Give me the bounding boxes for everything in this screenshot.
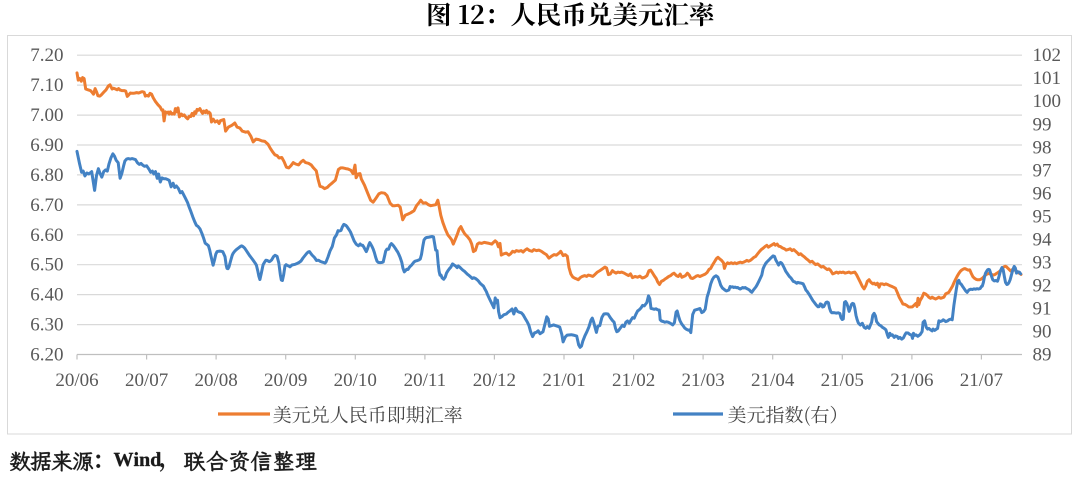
svg-text:89: 89 [1033, 345, 1052, 366]
svg-text:97: 97 [1033, 160, 1052, 181]
svg-text:21/05: 21/05 [821, 370, 864, 391]
svg-text:20/10: 20/10 [334, 370, 377, 391]
svg-text:21/02: 21/02 [612, 370, 655, 391]
svg-text:93: 93 [1033, 252, 1052, 273]
svg-text:20/06: 20/06 [55, 370, 98, 391]
svg-text:20/09: 20/09 [264, 370, 307, 391]
svg-text:102: 102 [1033, 45, 1062, 66]
svg-text:6.30: 6.30 [30, 315, 63, 336]
svg-text:6.80: 6.80 [30, 165, 63, 186]
svg-text:95: 95 [1033, 206, 1052, 227]
svg-text:94: 94 [1033, 229, 1053, 250]
svg-text:20/12: 20/12 [473, 370, 516, 391]
svg-text:101: 101 [1033, 68, 1062, 89]
svg-text:99: 99 [1033, 114, 1052, 135]
svg-text:90: 90 [1033, 322, 1052, 343]
svg-text:7.00: 7.00 [30, 105, 63, 126]
svg-text:92: 92 [1033, 275, 1052, 296]
svg-text:20/11: 20/11 [404, 370, 447, 391]
svg-text:21/03: 21/03 [681, 370, 724, 391]
svg-text:20/08: 20/08 [194, 370, 237, 391]
svg-text:7.10: 7.10 [30, 75, 63, 96]
svg-text:6.50: 6.50 [30, 255, 63, 276]
svg-text:21/06: 21/06 [890, 370, 933, 391]
svg-text:6.70: 6.70 [30, 195, 63, 216]
svg-text:20/07: 20/07 [125, 370, 168, 391]
svg-text:21/04: 21/04 [751, 370, 795, 391]
svg-text:21/07: 21/07 [960, 370, 1003, 391]
svg-text:7.20: 7.20 [30, 45, 63, 66]
svg-text:6.40: 6.40 [30, 285, 63, 306]
svg-text:21/01: 21/01 [542, 370, 585, 391]
svg-text:6.90: 6.90 [30, 135, 63, 156]
svg-text:98: 98 [1033, 137, 1052, 158]
svg-text:6.60: 6.60 [30, 225, 63, 246]
svg-text:100: 100 [1033, 91, 1062, 112]
svg-text:96: 96 [1033, 183, 1052, 204]
svg-text:6.20: 6.20 [30, 345, 63, 366]
svg-text:91: 91 [1033, 299, 1052, 320]
